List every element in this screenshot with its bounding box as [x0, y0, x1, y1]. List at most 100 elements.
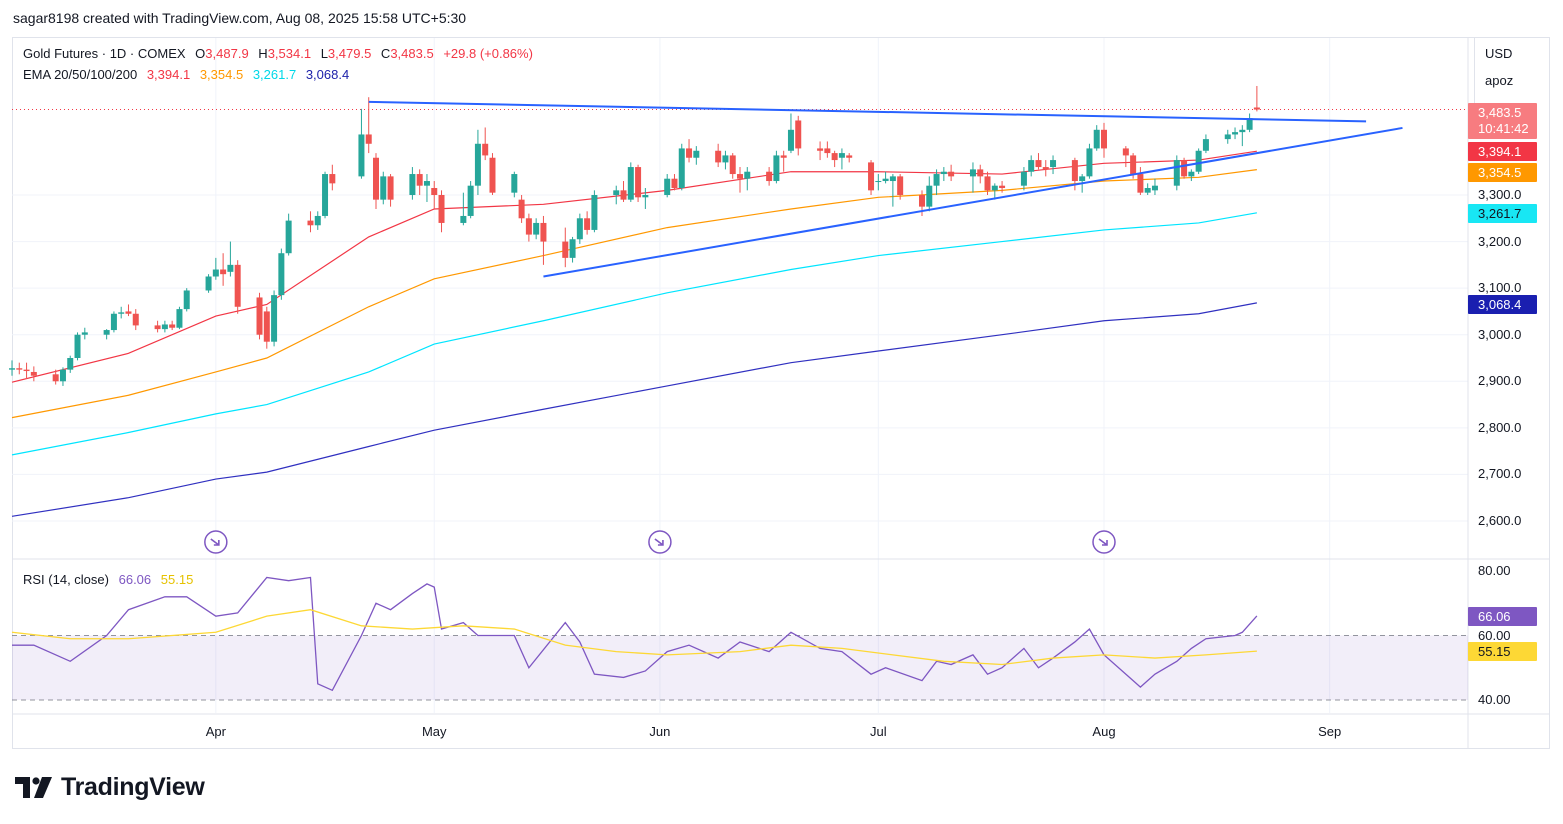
candle [991, 183, 998, 200]
candle [1246, 113, 1253, 133]
candle [278, 248, 285, 300]
ema-legend[interactable]: EMA 20/50/100/200 3,394.1 3,354.5 3,261.… [23, 67, 349, 82]
candle [9, 360, 15, 376]
price-tick-label: 3,200.0 [1478, 233, 1522, 249]
event-marker-icon[interactable] [648, 530, 672, 554]
candle [1086, 143, 1093, 179]
candle [132, 309, 139, 331]
candle-body [525, 218, 532, 235]
candle [1144, 183, 1151, 195]
price-axis-unit[interactable]: USD apoz [1474, 37, 1551, 103]
candle-body [591, 195, 598, 230]
candle-body [1035, 160, 1042, 168]
candle [1122, 146, 1129, 168]
rsi-legend[interactable]: RSI (14, close) 66.06 55.15 [23, 572, 193, 587]
candle-body [271, 295, 278, 342]
event-marker-icon[interactable] [1092, 530, 1116, 554]
candle-body [846, 155, 853, 158]
candle-body [933, 174, 940, 186]
candle-body [1181, 160, 1188, 177]
candle [256, 292, 263, 340]
currency-label[interactable]: USD [1485, 46, 1513, 61]
candle [183, 288, 190, 312]
candle [467, 181, 474, 219]
last-price-tag: 3,483.5 10:41:42 [1468, 103, 1537, 139]
candle [365, 97, 372, 154]
chart-header-credit: sagar8198 created with TradingView.com, … [13, 10, 467, 26]
candle [423, 174, 430, 202]
candle-body [161, 324, 168, 330]
candle-body [817, 148, 824, 151]
candle [1181, 157, 1188, 179]
ema20-tag: 3,394.1 [1468, 142, 1537, 161]
candle [795, 115, 802, 156]
price-tick-label: 2,800.0 [1478, 419, 1522, 435]
candle-body [773, 155, 780, 182]
candle-body [795, 120, 802, 149]
candle-body [220, 269, 227, 275]
time-tick-label: Jun [649, 724, 671, 739]
candle [380, 171, 387, 205]
time-tick-label: Aug [1092, 724, 1116, 739]
candle [511, 171, 518, 198]
candle-body [176, 309, 183, 328]
candle [889, 174, 896, 207]
ema-line [11, 169, 1257, 419]
candle-body [948, 171, 955, 177]
candle-body [373, 157, 379, 200]
candle-body [329, 174, 336, 184]
rsi-tick-label: 80.00 [1478, 563, 1511, 578]
event-marker-icon[interactable] [204, 530, 228, 554]
event-marker-arrow [654, 538, 664, 546]
candle [1173, 155, 1180, 191]
low-label: L [320, 46, 328, 61]
tradingview-wordmark: TradingView [61, 773, 205, 801]
candle [212, 257, 219, 280]
candle [584, 211, 591, 235]
candle-body [868, 162, 875, 191]
ema20-value: 3,394.1 [146, 67, 191, 82]
time-tick-label: Apr [205, 724, 226, 739]
candle-body [569, 239, 576, 258]
rsi-panel [11, 576, 1468, 701]
candle-body [787, 129, 794, 151]
tradingview-logo[interactable]: TradingView [15, 773, 205, 802]
candle [926, 176, 933, 212]
candle-body [118, 312, 125, 314]
candle-body [897, 176, 904, 195]
candle-body [489, 157, 496, 193]
candle [933, 169, 940, 195]
candle [154, 320, 161, 333]
time-tick-label: Jul [870, 724, 887, 739]
candle [969, 162, 976, 193]
candle-body [263, 311, 270, 342]
candle-body [686, 148, 693, 158]
candle [613, 185, 620, 205]
candle [285, 213, 292, 256]
candle-body [1122, 148, 1129, 156]
candle-body [940, 171, 947, 175]
candle [715, 143, 722, 168]
candle [74, 332, 81, 361]
candle-body [766, 171, 773, 182]
candle [576, 213, 583, 244]
price-tick-label: 2,900.0 [1478, 373, 1522, 389]
candle-body [125, 311, 132, 314]
candle [977, 164, 984, 184]
symbol-title[interactable]: Gold Futures · 1D · COMEX [23, 46, 186, 61]
candle-body [635, 167, 642, 198]
candle [16, 362, 23, 375]
chart-frame [12, 37, 1550, 749]
candle-body [991, 185, 998, 191]
candle [984, 171, 991, 195]
rsi-series-line [12, 576, 1258, 692]
candle [525, 213, 532, 242]
candle-body [52, 374, 59, 382]
candle [722, 150, 729, 170]
event-marker-arrow [1098, 538, 1108, 546]
candle [67, 355, 74, 373]
candle-body [627, 167, 634, 200]
low-value: 3,479.5 [327, 46, 372, 61]
candle-body [387, 176, 394, 200]
